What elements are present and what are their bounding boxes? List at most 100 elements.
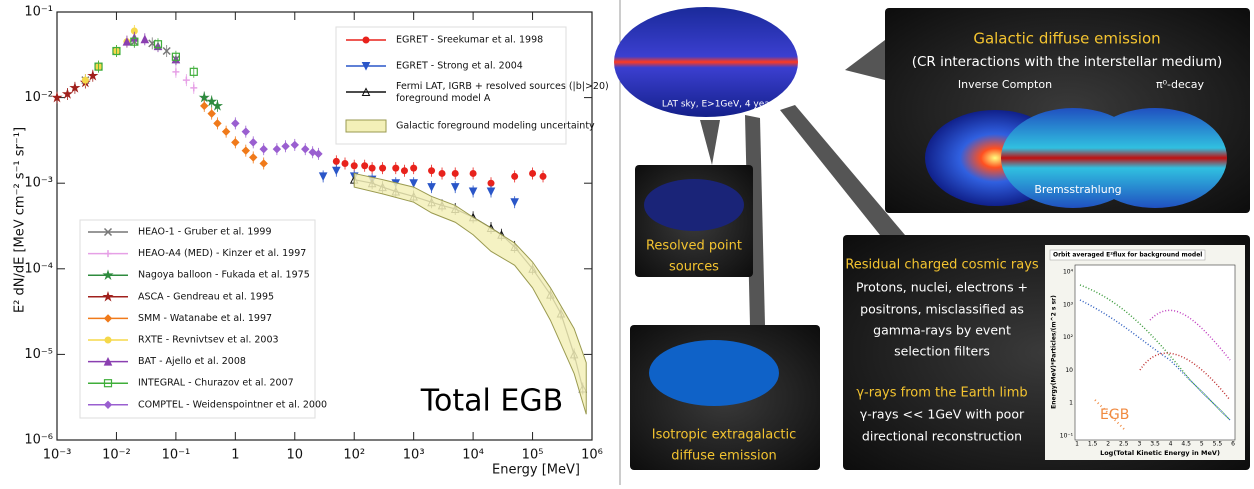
legend-label: RXTE - Revnivtsev et al. 2003 (138, 335, 279, 346)
inset-x-tick: 5.5 (1213, 441, 1223, 448)
y-axis-label: E² dN/dE [MeV cm⁻² s⁻¹ sr⁻¹] (13, 127, 28, 313)
inset-x-tick: 2 (1106, 441, 1110, 448)
marker (87, 69, 99, 81)
inset-title: Orbit averaged E²flux for background mod… (1053, 252, 1202, 259)
legend-label: EGRET - Strong et al. 2004 (396, 61, 523, 72)
marker (332, 157, 340, 165)
marker (69, 81, 81, 93)
marker (361, 62, 371, 71)
marker (103, 314, 113, 323)
x-tick-label: 10² (343, 448, 365, 463)
inset-x-tick: 4 (1169, 441, 1173, 448)
marker (104, 336, 112, 344)
y-tick-label: 10⁻⁵ (24, 347, 53, 362)
marker (211, 100, 224, 111)
residual-line: Protons, nuclei, electrons + (856, 280, 1028, 295)
inset-x-tick: 3 (1137, 441, 1141, 448)
marker (153, 40, 163, 49)
x-tick-label: 10⁴ (462, 448, 484, 463)
marker (122, 37, 132, 46)
legend-label: COMPTEL - Weidenspointner et al. 2000 (138, 399, 327, 410)
marker (410, 164, 418, 172)
marker (361, 162, 369, 170)
galactic-subtitle: (CR interactions with the interstellar m… (912, 54, 1223, 70)
marker (189, 67, 198, 76)
connector (780, 105, 905, 235)
pi0-label: π⁰-decay (1156, 78, 1205, 91)
inset-curve (1079, 299, 1231, 421)
legend-label: HEAO-A4 (MED) - Kinzer et al. 1997 (138, 248, 306, 259)
marker (379, 164, 387, 172)
brems-label: Bremsstrahlung (1034, 183, 1121, 196)
marker (510, 198, 519, 207)
y-tick-label: 10⁻¹ (24, 5, 53, 20)
marker (104, 250, 112, 258)
sky-caption: LAT sky, E>1GeV, 4 years (662, 100, 779, 110)
residual-line: positrons, misclassified as (860, 302, 1024, 317)
inset-y-tick: 10⁴ (1063, 269, 1074, 276)
marker (102, 269, 114, 280)
inset-y-tick: 1 (1069, 400, 1073, 407)
x-tick-label: 10 (287, 448, 304, 463)
diagram: LAT sky, E>1GeV, 4 years Galactic diffus… (614, 7, 1250, 470)
marker (486, 187, 496, 197)
marker (361, 87, 371, 96)
marker (103, 356, 113, 366)
marker (206, 95, 218, 107)
inset-frame (1074, 264, 1236, 441)
marker (130, 37, 139, 46)
marker (468, 187, 478, 197)
limb-title: γ-rays from the Earth limb (856, 386, 1027, 401)
inset-x-tick: 1.5 (1088, 441, 1098, 448)
marker (231, 119, 240, 128)
ic-label: Inverse Compton (958, 78, 1052, 91)
marker (130, 27, 138, 35)
inset-x-tick: 2.5 (1119, 441, 1129, 448)
point-label: sources (669, 260, 719, 275)
inset-x-label: Log(Total Kinetic Energy in MeV) (1100, 449, 1220, 457)
marker (213, 119, 222, 128)
inset-x-tick: 4.5 (1181, 441, 1191, 448)
legend-label: Galactic foreground modeling uncertainty (396, 121, 595, 132)
x-tick-label: 10⁻³ (43, 448, 72, 463)
marker (341, 159, 349, 167)
marker (314, 149, 323, 159)
limb-line: directional reconstruction (862, 429, 1022, 444)
marker (450, 183, 460, 192)
marker (392, 164, 400, 172)
legend-label: BAT - Ajello et al. 2008 (138, 356, 246, 367)
y-tick-label: 10⁻⁴ (24, 261, 53, 276)
marker (539, 172, 547, 180)
legend-frame (335, 26, 567, 145)
marker (140, 34, 150, 44)
marker (172, 68, 180, 76)
marker (318, 172, 328, 182)
inset-x-tick: 6 (1231, 441, 1235, 448)
residual-title: Residual charged cosmic rays (845, 258, 1039, 273)
marker (231, 138, 240, 147)
marker (94, 62, 103, 71)
inset-y-tick: 10³ (1063, 301, 1074, 308)
y-tick-label: 10⁻⁶ (24, 433, 53, 448)
marker (103, 227, 113, 237)
inset-x-tick: 5 (1200, 441, 1204, 448)
marker (409, 179, 418, 188)
pi0-map (1083, 108, 1227, 208)
x-tick-label: 10⁻² (102, 448, 131, 463)
marker (428, 167, 436, 175)
marker (103, 379, 113, 388)
marker (249, 153, 258, 162)
legend-label: SMM - Watanabe et al. 1997 (138, 313, 272, 324)
marker (207, 109, 216, 118)
marker (451, 169, 459, 177)
inset-y-tick: 10² (1063, 334, 1074, 341)
legend-swatch (345, 119, 387, 133)
inset-curve (1149, 309, 1231, 361)
marker (469, 169, 477, 177)
iso-map (649, 340, 779, 406)
marker (259, 144, 268, 154)
marker (171, 52, 180, 61)
marker (198, 91, 210, 103)
